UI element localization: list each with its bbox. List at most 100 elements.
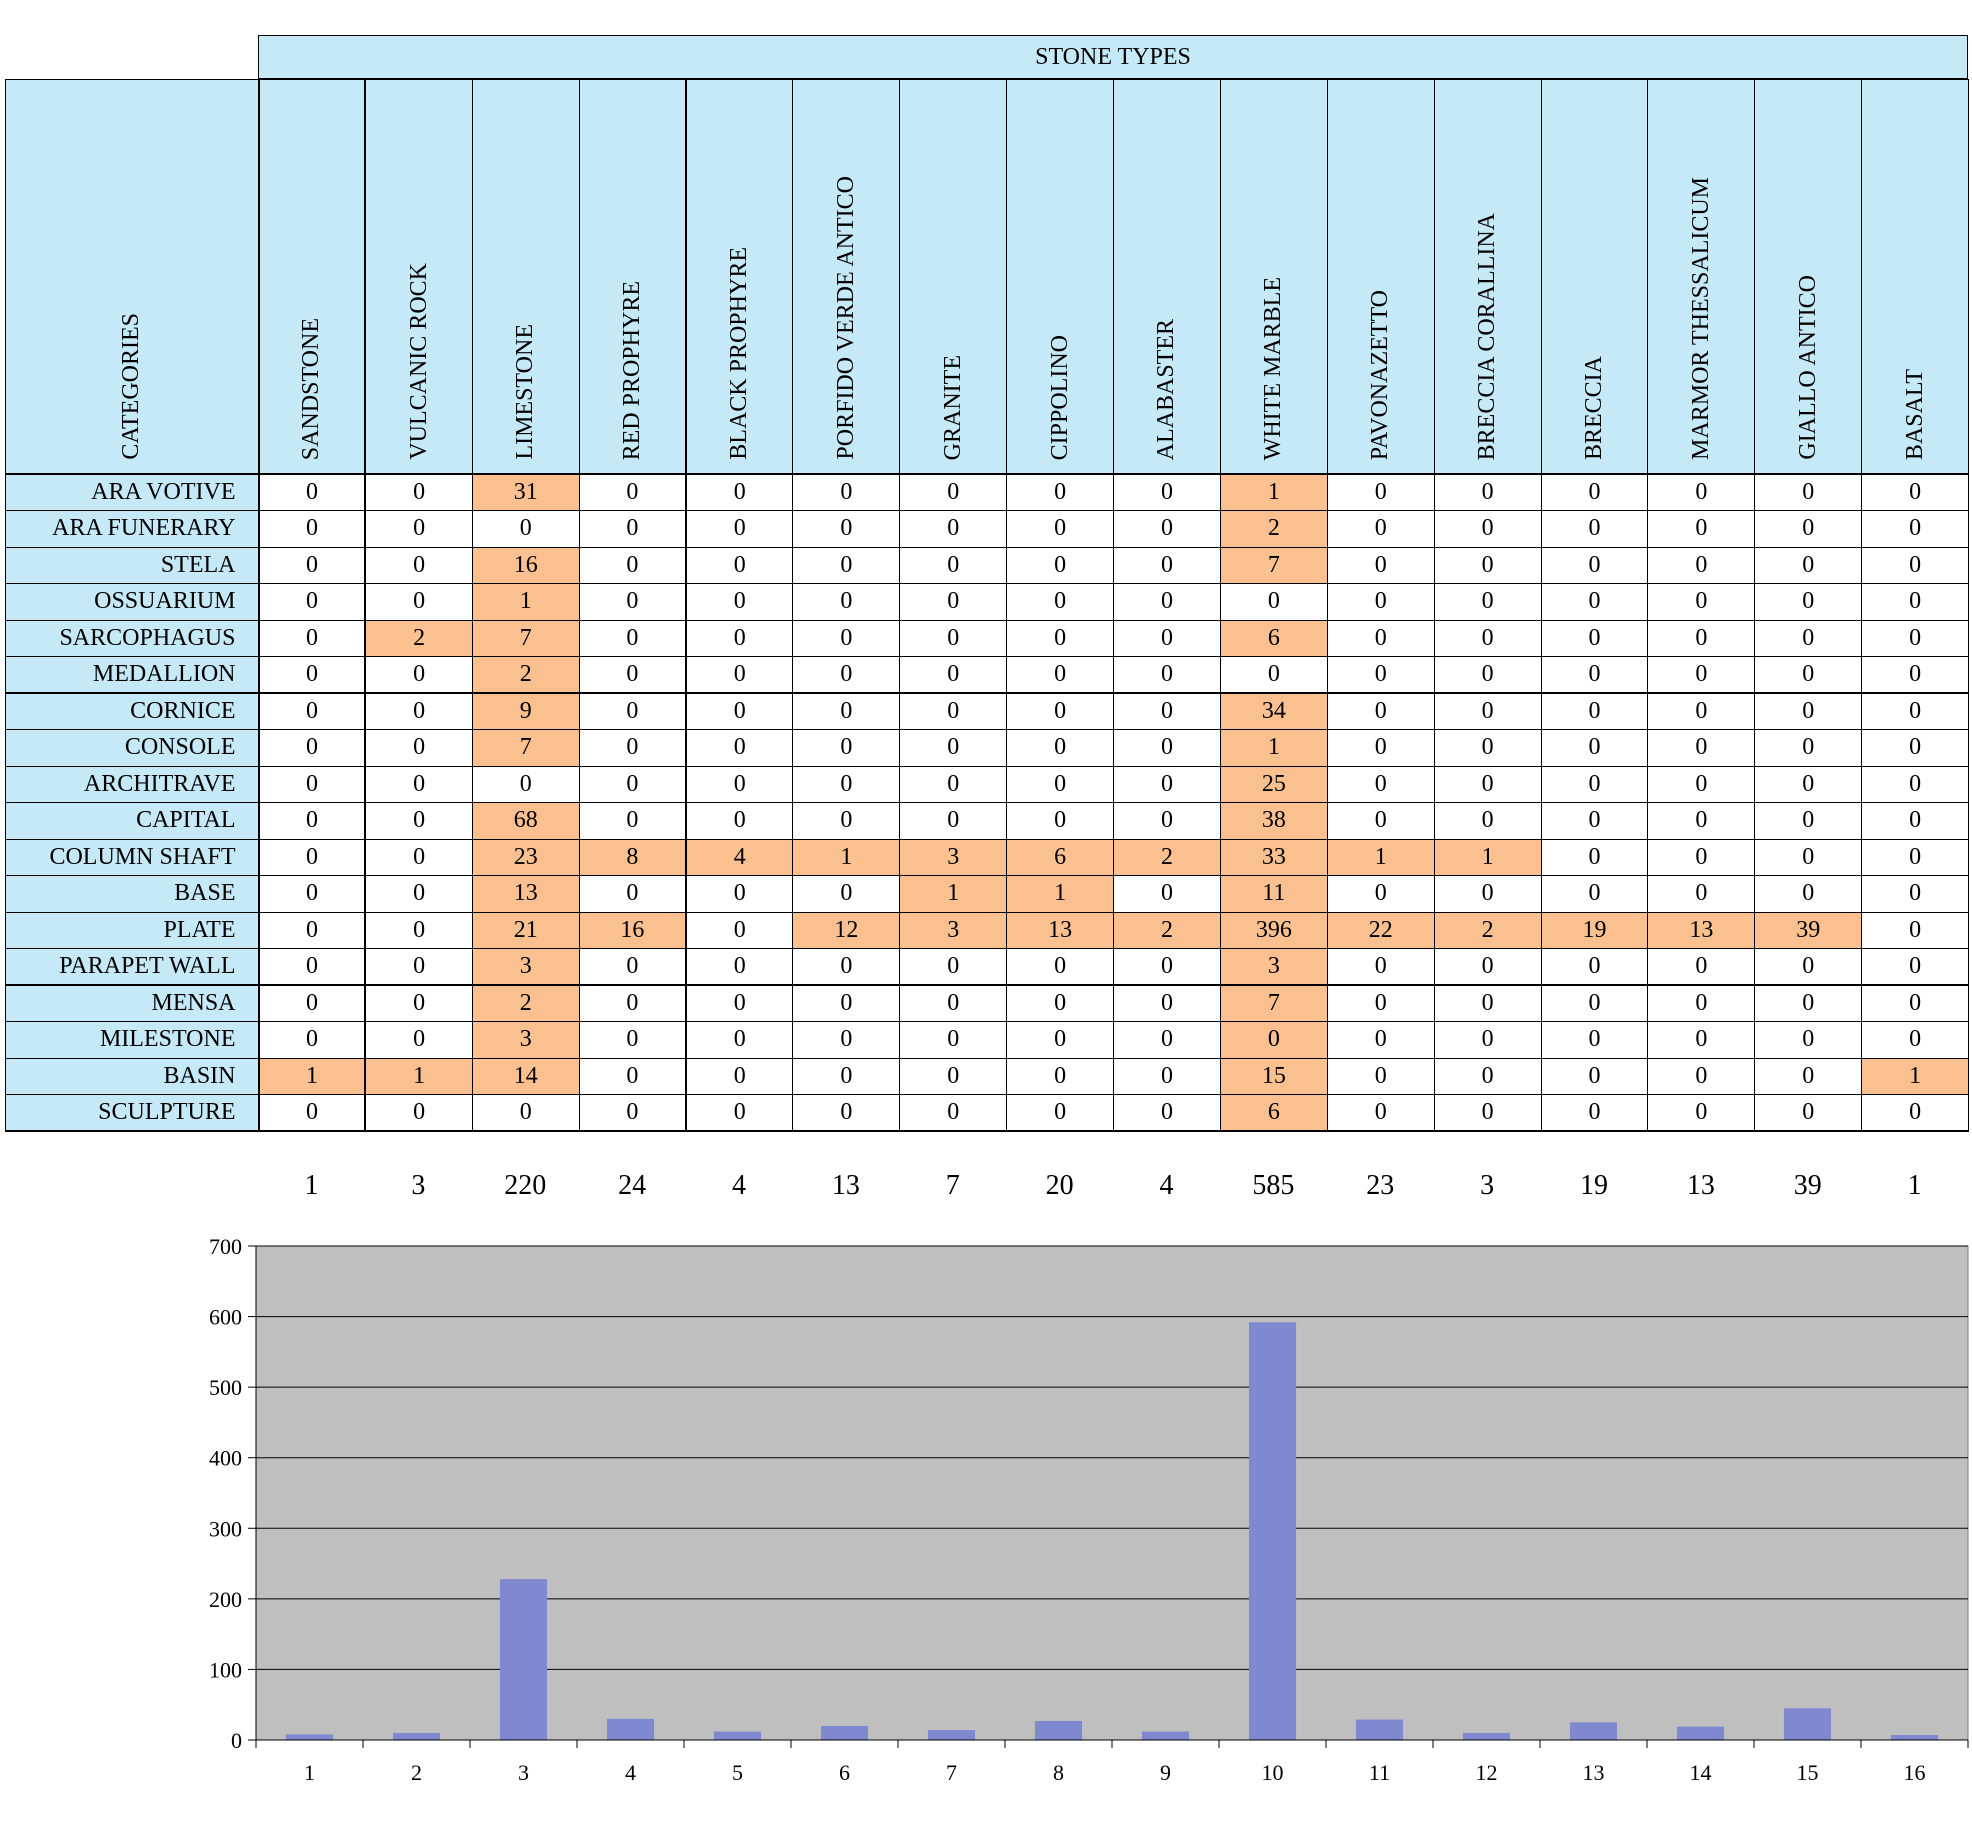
column-total: 20 [1045, 1170, 1074, 1201]
x-tick-label: 14 [1690, 1760, 1712, 1785]
count-cell: 6 [1219, 619, 1328, 657]
count-cell: 0 [1647, 510, 1756, 548]
count-cell: 0 [578, 729, 687, 767]
x-tick-label: 1 [304, 1760, 315, 1785]
table-body: ARA VOTIVE 0 0 31 0 0 0 0 0 0 1 0 0 0 0 0 0 ARA FUNERARY 0… [5, 473, 1969, 1132]
count-cell: 0 [1754, 802, 1863, 840]
count-cell: 0 [1861, 765, 1969, 803]
count-cell: 0 [578, 692, 687, 730]
count-cell: 0 [685, 583, 794, 621]
table-row: CORNICE 0 0 9 0 0 0 0 0 0 34 0 0 0 0 0 0 [5, 692, 1969, 730]
count-cell: 0 [364, 802, 473, 840]
table-row: SCULPTURE 0 0 0 0 0 0 0 0 0 6 0 0 0 0 0 0 [5, 1094, 1969, 1132]
count-cell: 0 [578, 984, 687, 1022]
count-cell: 0 [1754, 619, 1863, 657]
category-label: ARCHITRAVE [5, 765, 260, 803]
count-cell: 1 [364, 1057, 473, 1095]
count-cell: 0 [1754, 546, 1863, 584]
stone-type-label: PAVONAZETTO [1367, 289, 1394, 460]
table-row: OSSUARIUM 0 0 1 0 0 0 0 0 0 0 0 0 0 0 0 0 [5, 583, 1969, 621]
count-cell: 0 [792, 1094, 901, 1132]
count-cell: 0 [1647, 1094, 1756, 1132]
count-cell: 0 [685, 546, 794, 584]
count-cell: 0 [1754, 656, 1863, 694]
count-cell: 0 [1433, 984, 1542, 1022]
count-cell: 0 [1647, 1021, 1756, 1059]
column-header-row: CATEGORIES SANDSTONE VULCANIC ROCK LIMESTON… [5, 79, 1969, 475]
count-cell: 0 [1433, 510, 1542, 548]
count-cell: 0 [1326, 546, 1435, 584]
count-cell: 0 [1861, 802, 1969, 840]
count-cell: 0 [1006, 765, 1114, 803]
y-tick-label: 100 [209, 1657, 242, 1682]
count-cell: 3 [1219, 948, 1328, 986]
column-total: 3 [411, 1170, 426, 1201]
stone-type-header: BLACK PROPHYRE [685, 79, 794, 475]
count-cell: 39 [1754, 911, 1863, 949]
count-cell: 13 [471, 875, 580, 913]
count-cell: 0 [1433, 583, 1542, 621]
count-cell: 0 [578, 948, 687, 986]
count-cell: 2 [1219, 510, 1328, 548]
table-row: PLATE 0 0 21 16 0 12 3 13 2 396 22 2 19 13 39 0 [5, 911, 1969, 949]
stone-type-header: SANDSTONE [258, 79, 367, 475]
y-tick-label: 600 [209, 1305, 242, 1330]
count-cell: 0 [1113, 546, 1221, 584]
y-tick-label: 500 [209, 1375, 242, 1400]
count-cell: 0 [1113, 692, 1221, 730]
bar [1462, 1732, 1511, 1740]
count-cell: 0 [792, 692, 901, 730]
count-cell: 0 [258, 765, 367, 803]
table-row: ARA VOTIVE 0 0 31 0 0 0 0 0 0 1 0 0 0 0 0 0 [5, 473, 1969, 511]
count-cell: 0 [1113, 510, 1221, 548]
count-cell: 0 [792, 473, 901, 511]
count-cell: 0 [685, 911, 794, 949]
stone-types-header: STONE TYPES [258, 35, 1968, 79]
count-cell: 0 [1326, 802, 1435, 840]
count-cell: 0 [364, 729, 473, 767]
bar [1783, 1708, 1832, 1740]
count-cell: 0 [471, 765, 580, 803]
table-row: ARA FUNERARY 0 0 0 0 0 0 0 0 0 2 0 0 0 0 0 0 [5, 510, 1969, 548]
table-row: CAPITAL 0 0 68 0 0 0 0 0 0 38 0 0 0 0 0 0 [5, 802, 1969, 840]
count-cell: 1 [1006, 875, 1114, 913]
count-cell: 7 [1219, 984, 1328, 1022]
count-cell: 0 [899, 1021, 1008, 1059]
count-cell: 0 [1540, 729, 1649, 767]
x-tick-label: 2 [411, 1760, 422, 1785]
count-cell: 0 [1433, 473, 1542, 511]
stone-type-header: LIMESTONE [471, 79, 580, 475]
count-cell: 0 [685, 1021, 794, 1059]
count-cell: 0 [685, 656, 794, 694]
count-cell: 0 [685, 948, 794, 986]
count-cell: 2 [1433, 911, 1542, 949]
count-cell: 0 [1754, 510, 1863, 548]
count-cell: 2 [471, 984, 580, 1022]
count-cell: 0 [1113, 948, 1221, 986]
count-cell: 2 [364, 619, 473, 657]
count-cell: 0 [1113, 875, 1221, 913]
count-cell: 0 [1326, 875, 1435, 913]
column-total: 3 [1480, 1170, 1495, 1201]
count-cell: 0 [1754, 583, 1863, 621]
category-label: SCULPTURE [5, 1094, 260, 1132]
count-cell: 0 [258, 911, 367, 949]
x-tick-label: 16 [1904, 1760, 1926, 1785]
y-tick-label: 300 [209, 1516, 242, 1541]
stone-type-header: GIALLO ANTICO [1754, 79, 1863, 475]
count-cell: 0 [471, 510, 580, 548]
count-cell: 0 [899, 619, 1008, 657]
count-cell: 0 [1540, 656, 1649, 694]
category-label: STELA [5, 546, 260, 584]
count-cell: 0 [1861, 838, 1969, 876]
column-total: 4 [1159, 1170, 1174, 1201]
count-cell: 6 [1006, 838, 1114, 876]
stone-type-label: GRANITE [939, 354, 966, 460]
count-cell: 0 [899, 948, 1008, 986]
count-cell: 1 [792, 838, 901, 876]
count-cell: 0 [1219, 583, 1328, 621]
count-cell: 0 [1754, 984, 1863, 1022]
table-row: CONSOLE 0 0 7 0 0 0 0 0 0 1 0 0 0 0 0 0 [5, 729, 1969, 767]
x-tick-label: 5 [732, 1760, 743, 1785]
